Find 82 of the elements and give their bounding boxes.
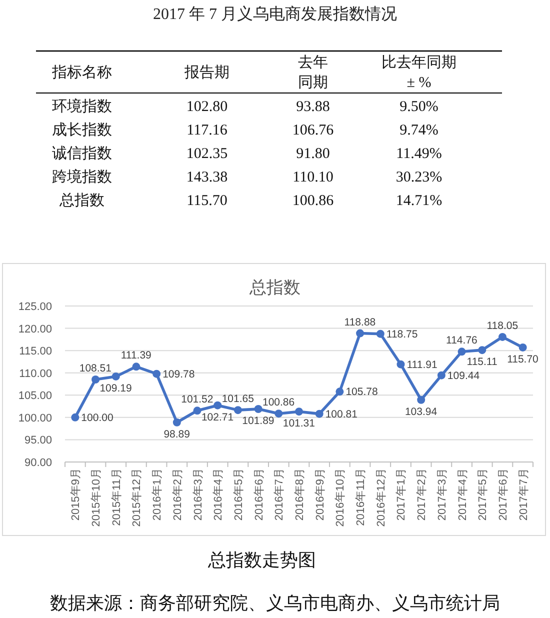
cell: 11.49% [396,146,442,162]
data-label: 101.31 [282,418,315,430]
xtick: 2016年12月 [375,468,388,527]
cell: 102.80 [186,99,228,115]
xtick: 2017年6月 [497,468,510,521]
xtick: 2016年8月 [294,468,306,521]
data-label: 115.11 [466,356,498,368]
data-label: 102.71 [201,411,234,424]
xtick: 2017年7月 [518,468,530,521]
data-label: 118.05 [486,320,518,332]
xtick: 2016年2月 [172,468,184,521]
row-header: 指标名称 [52,65,112,81]
data-label: 101.65 [222,393,254,406]
data-label: 100.86 [262,396,295,409]
xtick: 2016年4月 [212,468,225,521]
data-label: 109.19 [100,382,132,394]
xtick: 2016年11月 [355,468,368,526]
xtick: 2016年9月 [314,468,326,521]
cell: 106.76 [292,122,334,138]
ytick: 105.00 [18,390,52,402]
ytick: 90.00 [24,457,52,469]
data-label: 101.89 [242,415,274,427]
xtick: 2017年2月 [416,468,428,521]
data-label: 115.70 [507,353,538,366]
column-header: 报告期 [184,65,230,81]
ytick: 120.00 [18,323,52,336]
ytick: 110.00 [19,368,52,380]
column-header: 比去年同期± % [382,55,456,91]
ytick: 100.00 [18,412,52,424]
xtick: 2017年5月 [477,468,490,521]
cell: 9.50% [400,99,438,115]
data-label: 109.78 [162,368,195,380]
xtick: 2016年5月 [232,468,245,521]
data-label: 118.88 [344,316,376,328]
data-label: 118.75 [386,328,418,340]
xtick: 2016年10月 [334,468,347,527]
xtick: 2017年4月 [456,468,469,521]
annotation: 总指数走势图 [208,550,316,570]
cell: 102.35 [186,146,228,162]
xtick: 2015年11月 [110,468,123,526]
xtick: 2015年12月 [131,468,144,527]
xtick: 2015年10月 [90,468,103,527]
data-label: 105.78 [346,386,378,398]
annotation: 数据来源：商务部研究院、义乌市电商办、义乌市统计局 [50,593,500,613]
xtick: 2016年1月 [152,468,164,521]
cell: 117.16 [186,122,228,138]
data-label: 111.39 [120,350,152,362]
data-label: 109.44 [447,370,480,382]
cell: 30.23% [396,170,442,186]
data-label: 103.94 [404,406,438,418]
row-name: 诚信指数 [52,146,112,162]
row-name: 成长指数 [52,122,112,138]
column-header: 去年同期 [298,55,328,91]
data-label: 101.52 [181,394,214,406]
row-name: 跨境指数 [52,170,112,186]
data-label: 100.81 [325,408,358,420]
title: 2017 年 7 月义乌电商发展指数情况 [153,6,397,23]
data-label: 114.76 [446,334,478,347]
row-name: 环境指数 [52,99,112,115]
data-label: 98.89 [164,428,190,440]
cell: 91.80 [296,146,330,162]
xtick: 2017年3月 [436,468,448,521]
xtick: 2017年1月 [396,468,408,521]
cell: 14.71% [396,193,442,209]
title: 总指数 [250,278,300,297]
xtick: 2016年7月 [274,468,286,521]
ytick: 125.00 [18,301,52,313]
data-label: 108.51 [79,362,112,374]
cell: 143.38 [186,170,228,186]
cell: 100.86 [292,193,334,209]
data-label: 111.91 [406,358,438,371]
xtick: 2016年3月 [192,468,204,521]
row-name: 总指数 [60,193,104,209]
cell: 9.74% [400,122,438,138]
xtick: 2015年9月 [70,468,82,521]
cell: 93.88 [296,99,330,115]
ytick: 95.00 [24,434,52,447]
data-label: 100.00 [81,412,114,424]
ytick: 115.00 [19,346,52,358]
cell: 115.70 [186,193,228,209]
cell: 110.10 [292,170,334,186]
xtick: 2016年6月 [253,468,266,521]
